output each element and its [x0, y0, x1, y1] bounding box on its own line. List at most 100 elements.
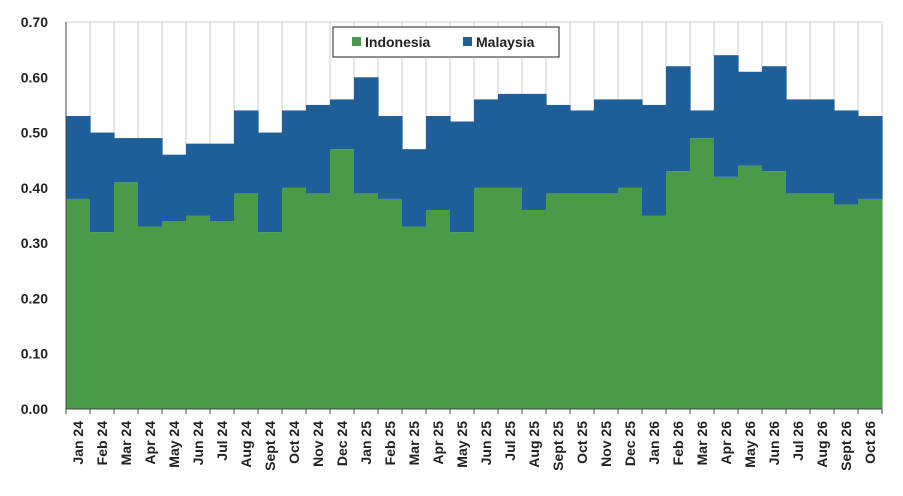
- x-tick-label: Jul 25: [502, 421, 518, 461]
- segment-malaysia: [498, 93, 523, 188]
- segment-indonesia: [570, 193, 595, 409]
- segment-malaysia: [402, 149, 427, 227]
- x-tick-label: Dec 24: [334, 421, 350, 466]
- x-tick-label: Feb 24: [94, 421, 110, 466]
- x-tick-label: Sept 26: [838, 421, 854, 471]
- segment-indonesia: [378, 198, 403, 409]
- segment-malaysia: [258, 132, 283, 233]
- segment-indonesia: [354, 193, 379, 409]
- x-tick-label: Aug 25: [526, 421, 542, 468]
- x-tick-label: Jun 26: [766, 421, 782, 466]
- segment-indonesia: [546, 193, 571, 409]
- segment-indonesia: [666, 171, 691, 409]
- x-tick-label: Mar 25: [406, 421, 422, 466]
- segment-malaysia: [114, 138, 139, 183]
- legend-label-malaysia: Malaysia: [476, 34, 535, 50]
- x-tick-label: Aug 26: [814, 421, 830, 468]
- segment-indonesia: [738, 165, 763, 409]
- segment-indonesia: [234, 193, 259, 409]
- segment-indonesia: [306, 193, 331, 409]
- x-tick-label: Dec 25: [622, 421, 638, 466]
- legend: Indonesia Malaysia: [332, 26, 560, 58]
- segment-indonesia: [450, 232, 475, 409]
- segment-indonesia: [114, 182, 139, 409]
- segment-indonesia: [762, 171, 787, 409]
- x-tick-label: Aug 24: [238, 421, 254, 468]
- segment-indonesia: [594, 193, 619, 409]
- x-tick-label: Feb 25: [382, 421, 398, 466]
- segment-malaysia: [666, 66, 691, 172]
- segment-malaysia: [330, 99, 355, 150]
- bars: [66, 55, 883, 409]
- segment-malaysia: [306, 104, 331, 194]
- segment-malaysia: [210, 143, 235, 222]
- segment-indonesia: [66, 198, 91, 409]
- y-tick-label: 0.30: [21, 235, 48, 251]
- x-tick-label: Jul 24: [214, 421, 230, 461]
- x-tick-label: Jul 26: [790, 421, 806, 461]
- segment-malaysia: [810, 99, 835, 194]
- legend-box: [332, 26, 560, 58]
- segment-malaysia: [282, 110, 307, 188]
- segment-malaysia: [786, 99, 811, 194]
- x-tick-label: Oct 26: [862, 421, 878, 464]
- x-tick-label: Feb 26: [670, 421, 686, 466]
- segment-indonesia: [522, 209, 547, 409]
- segment-malaysia: [162, 154, 187, 222]
- segment-indonesia: [834, 204, 859, 409]
- legend-swatch-indonesia: [352, 37, 361, 46]
- x-tick-label: Jan 26: [646, 421, 662, 465]
- x-tick-label: May 25: [454, 421, 470, 468]
- segment-indonesia: [162, 221, 187, 409]
- segment-indonesia: [402, 226, 427, 409]
- y-tick-label: 0.20: [21, 290, 48, 306]
- segment-malaysia: [474, 99, 499, 188]
- y-tick-label: 0.00: [21, 401, 48, 417]
- segment-malaysia: [426, 115, 451, 210]
- segment-malaysia: [570, 110, 595, 194]
- segment-indonesia: [138, 226, 163, 409]
- segment-indonesia: [810, 193, 835, 409]
- segment-malaysia: [858, 115, 883, 199]
- segment-malaysia: [234, 110, 259, 194]
- x-tick-label: Jan 24: [70, 421, 86, 465]
- legend-swatch-malaysia: [463, 37, 472, 46]
- segment-malaysia: [642, 104, 667, 216]
- segment-indonesia: [786, 193, 811, 409]
- y-tick-label: 0.40: [21, 180, 48, 196]
- x-tick-label: Oct 24: [286, 421, 302, 464]
- x-tick-label: Jan 25: [358, 421, 374, 465]
- segment-indonesia: [330, 149, 355, 409]
- segment-malaysia: [690, 110, 715, 139]
- y-tick-label: 0.50: [21, 125, 48, 141]
- segment-indonesia: [642, 215, 667, 409]
- x-tick-label: Apr 26: [718, 421, 734, 465]
- segment-malaysia: [138, 138, 163, 227]
- segment-indonesia: [618, 187, 643, 409]
- segment-malaysia: [714, 55, 739, 177]
- x-tick-label: Nov 24: [310, 421, 326, 467]
- segment-indonesia: [90, 232, 115, 409]
- x-tick-label: Jun 24: [190, 421, 206, 466]
- y-tick-label: 0.60: [21, 69, 48, 85]
- x-tick-label: Sept 24: [262, 421, 278, 471]
- segment-malaysia: [762, 66, 787, 172]
- segment-indonesia: [498, 187, 523, 409]
- x-tick-label: Mar 24: [118, 421, 134, 466]
- legend-label-indonesia: Indonesia: [365, 34, 431, 50]
- x-tick-label: May 24: [166, 421, 182, 468]
- segment-indonesia: [474, 187, 499, 409]
- x-tick-labels: Jan 24 Feb 24 Mar 24 Apr 24 May 24 Jun 24 Jul …: [65, 409, 883, 471]
- segment-malaysia: [594, 99, 619, 194]
- segment-malaysia: [186, 143, 211, 216]
- segment-malaysia: [354, 77, 379, 194]
- x-tick-label: Jun 25: [478, 421, 494, 466]
- segment-indonesia: [210, 221, 235, 409]
- y-tick-labels: 0.00 0.10 0.20 0.30 0.40 0.50 0.60 0.70: [21, 14, 48, 417]
- x-tick-label: Mar 26: [694, 421, 710, 466]
- x-tick-label: May 26: [742, 421, 758, 468]
- segment-malaysia: [834, 110, 859, 205]
- y-tick-label: 0.10: [21, 346, 48, 362]
- segment-malaysia: [738, 71, 763, 166]
